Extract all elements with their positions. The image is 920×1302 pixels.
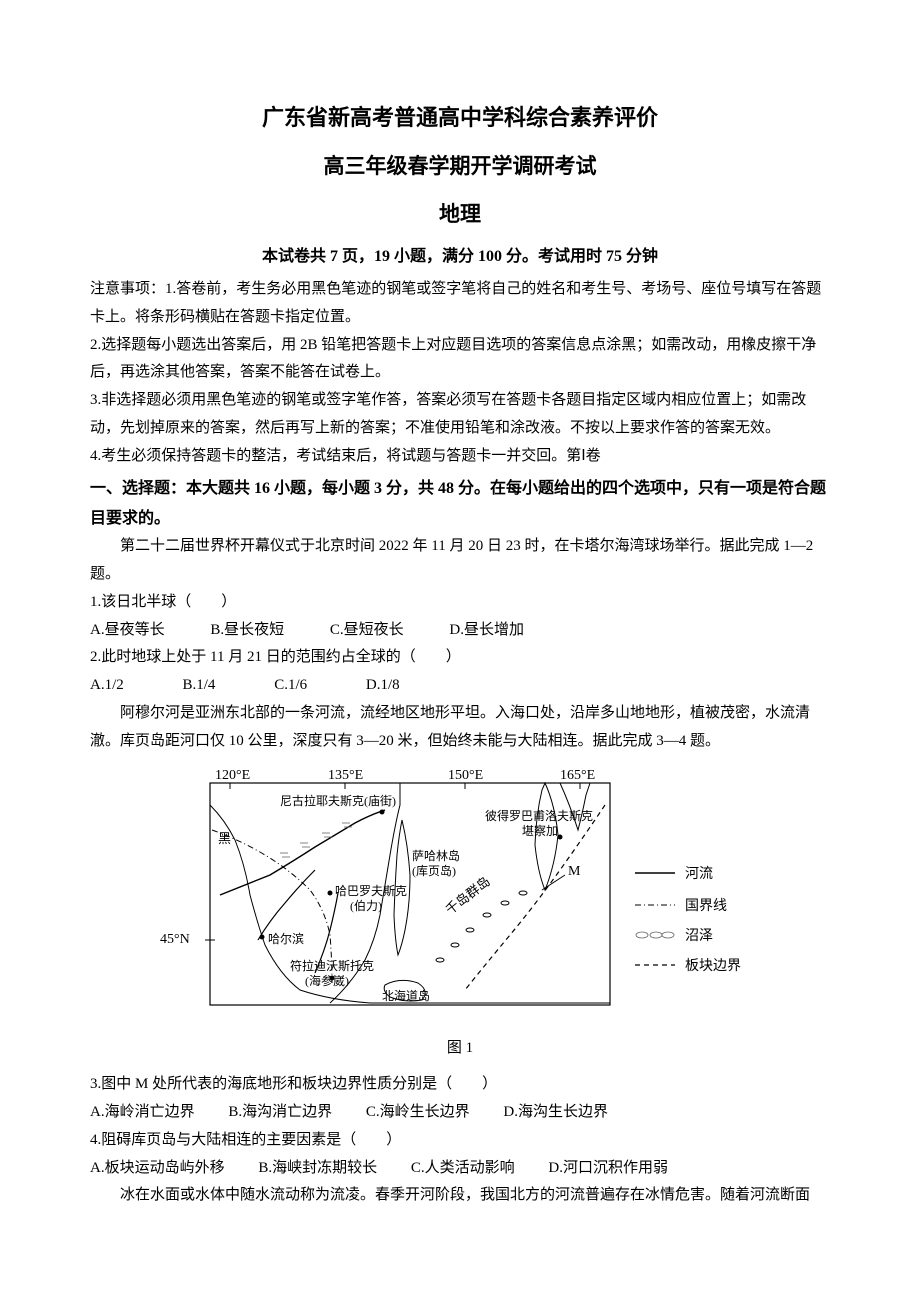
q3-options: A.海岭消亡边界 B.海沟消亡边界 C.海岭生长边界 D.海沟生长边界 [90,1099,830,1127]
notice-4: 4.考生必须保持答题卡的整洁，考试结束后，将试题与答题卡一并交回。第Ⅰ卷 [90,443,830,471]
section-1-title: 一、选择题：本大题共 16 小题，每小题 3 分，共 48 分。在每小题给出的四… [90,474,830,533]
lon-150: 150°E [448,768,483,783]
label-sakhalin-2: (库页岛) [412,863,456,878]
q2-optC: C.1/6 [274,672,307,700]
q4-optA: A.板块运动岛屿外移 [90,1155,225,1183]
q3-optA: A.海岭消亡边界 [90,1099,195,1127]
label-harbin: 哈尔滨 [268,931,304,946]
q3-optC: C.海岭生长边界 [366,1099,470,1127]
q3-stem: 3.图中 M 处所代表的海底地形和板块边界性质分别是（ ） [90,1071,830,1099]
legend-marsh: 沼泽 [685,928,713,944]
kurils-label: 千岛群岛 [443,874,493,918]
label-hokkaido: 北海道岛 [382,988,430,1003]
q2-optD: D.1/8 [366,672,400,700]
q1-optD: D.昼长增加 [449,617,524,645]
q3-optB: B.海沟消亡边界 [228,1099,332,1127]
lon-165: 165°E [560,768,595,783]
label-vlad-1: 符拉迪沃斯托克 [290,958,374,973]
figure-1: 120°E 135°E 150°E 165°E 45°N [90,765,830,1030]
label-nikolayevsk: 尼古拉耶夫斯克(庙街) [280,793,396,808]
doc-subject: 地理 [90,198,830,228]
q1-stem: 1.该日北半球（ ） [90,589,830,617]
notice-2: 2.选择题每小题选出答案后，用 2B 铅笔把答题卡上对应题目选项的答案信息点涂黑… [90,332,830,388]
q1-optA: A.昼夜等长 [90,617,165,645]
legend: 河流 国界线 沼泽 板块边界 [635,866,741,974]
notice-1: 注意事项：1.答卷前，考生务必用黑色笔迹的钢笔或签字笔将自己的姓名和考生号、考场… [90,276,830,332]
doc-subtitle: 高三年级春学期开学调研考试 [90,150,830,180]
q2-optA: A.1/2 [90,672,124,700]
q2-optB: B.1/4 [183,672,216,700]
q1-optC: C.昼短夜长 [330,617,404,645]
label-sakhalin-1: 萨哈林岛 [412,848,460,863]
label-khab-1: 哈巴罗夫斯克 [335,884,407,898]
marsh-symbols [280,823,352,857]
doc-title: 广东省新高考普通高中学科综合素养评价 [90,100,830,132]
passage-2: 阿穆尔河是亚洲东北部的一条河流，流经地区地形平坦。入海口处，沿岸多山地地形，植被… [90,700,830,756]
figure-1-caption: 图 1 [90,1036,830,1057]
q3-optD: D.海沟生长边界 [503,1099,608,1127]
q4-stem: 4.阻碍库页岛与大陆相连的主要因素是（ ） [90,1127,830,1155]
lon-135: 135°E [328,768,363,783]
map-svg: 120°E 135°E 150°E 165°E 45°N [150,765,770,1025]
exam-info: 本试卷共 7 页，19 小题，满分 100 分。考试用时 75 分钟 [90,242,830,266]
legend-plate: 板块边界 [685,958,741,974]
lon-120: 120°E [215,768,250,783]
label-khab-2: (伯力) [350,898,382,913]
q1-options: A.昼夜等长 B.昼长夜短 C.昼短夜长 D.昼长增加 [90,617,830,645]
lat-45: 45°N [160,932,190,947]
passage-1: 第二十二届世界杯开幕仪式于北京时间 2022 年 11 月 20 日 23 时，… [90,533,830,589]
label-heilong: 黑 [218,831,231,846]
label-petro-1: 彼得罗巴甫洛夫斯克 [485,808,593,823]
notice-3: 3.非选择题必须用黑色笔迹的钢笔或签字笔作答，答案必须写在答题卡各题目指定区域内… [90,387,830,443]
q1-optB: B.昼长夜短 [210,617,284,645]
q4-optD: D.河口沉积作用弱 [548,1155,668,1183]
q4-optB: B.海峡封冻期较长 [258,1155,377,1183]
q2-stem: 2.此时地球上处于 11 月 21 日的范围约占全球的（ ） [90,644,830,672]
q4-options: A.板块运动岛屿外移 B.海峡封冻期较长 C.人类活动影响 D.河口沉积作用弱 [90,1155,830,1183]
label-petro-2: 堪察加 [522,824,558,838]
passage-3: 冰在水面或水体中随水流动称为流凌。春季开河阶段，我国北方的河流普遍存在冰情危害。… [90,1182,830,1210]
q2-options: A.1/2 B.1/4 C.1/6 D.1/8 [90,672,830,700]
M-label: M [568,864,581,879]
label-vlad-2: (海参崴) [305,973,349,988]
q4-optC: C.人类活动影响 [411,1155,515,1183]
legend-river: 河流 [685,866,713,882]
legend-border: 国界线 [685,898,727,914]
